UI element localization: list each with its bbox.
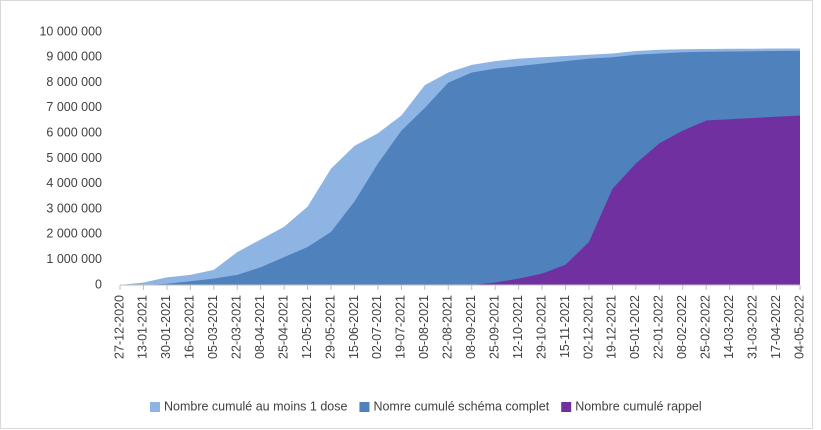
legend-label: Nomre cumulé schéma complet (373, 399, 549, 413)
x-tick-label: 29-10-2021 (534, 295, 548, 359)
y-tick-label: 4 000 000 (46, 176, 102, 190)
x-tick-label: 05-01-2022 (628, 295, 642, 359)
y-tick-label: 8 000 000 (46, 75, 102, 89)
x-tick-label: 15-06-2021 (347, 295, 361, 359)
x-tick-label: 17-04-2022 (769, 295, 783, 359)
legend-swatch (150, 402, 160, 412)
legend-label: Nombre cumulé rappel (575, 399, 701, 413)
x-tick-label: 05-08-2021 (417, 295, 431, 359)
x-tick-label: 12-05-2021 (300, 295, 314, 359)
x-tick-label: 02-07-2021 (370, 295, 384, 359)
y-tick-label: 0 (95, 277, 102, 291)
y-tick-label: 1 000 000 (46, 252, 102, 266)
x-tick-label: 02-12-2021 (581, 295, 595, 359)
x-tick-label: 25-02-2022 (699, 295, 713, 359)
x-tick-label: 04-05-2022 (792, 295, 806, 359)
x-tick-label: 08-04-2021 (253, 295, 267, 359)
x-tick-label: 22-03-2021 (230, 295, 244, 359)
legend-swatch (561, 402, 572, 412)
y-tick-label: 3 000 000 (46, 201, 102, 215)
x-tick-label: 29-05-2021 (323, 295, 337, 359)
x-tick-label: 08-02-2022 (675, 295, 689, 359)
y-tick-label: 5 000 000 (46, 151, 102, 165)
x-tick-label: 05-03-2021 (206, 295, 220, 359)
x-tick-label: 13-01-2021 (136, 295, 150, 359)
y-tick-label: 7 000 000 (46, 100, 102, 114)
y-tick-label: 10 000 000 (39, 24, 102, 38)
area (120, 115, 800, 286)
x-tick-label: 27-12-2020 (112, 295, 126, 359)
x-tick-label: 31-03-2022 (745, 295, 759, 359)
x-tick-label: 16-02-2021 (183, 295, 197, 359)
x-tick-label: 15-11-2021 (558, 295, 572, 358)
x-tick-label: 12-10-2021 (511, 295, 525, 359)
x-tick-label: 14-03-2022 (722, 295, 736, 359)
x-tick-label: 25-04-2021 (276, 295, 290, 359)
x-tick-label: 19-12-2021 (605, 295, 619, 359)
legend-label: Nombre cumulé au moins 1 dose (164, 399, 347, 413)
x-tick-label: 22-01-2022 (652, 295, 666, 359)
y-tick-label: 2 000 000 (46, 227, 102, 241)
legend-swatch (359, 402, 370, 412)
x-tick-label: 08-09-2021 (464, 295, 478, 359)
y-tick-label: 9 000 000 (46, 50, 102, 64)
x-tick-label: 30-01-2021 (159, 295, 173, 359)
x-tick-label: 19-07-2021 (394, 295, 408, 359)
y-tick-label: 6 000 000 (46, 125, 102, 139)
x-tick-label: 22-08-2021 (441, 295, 455, 359)
x-tick-label: 25-09-2021 (487, 295, 501, 359)
